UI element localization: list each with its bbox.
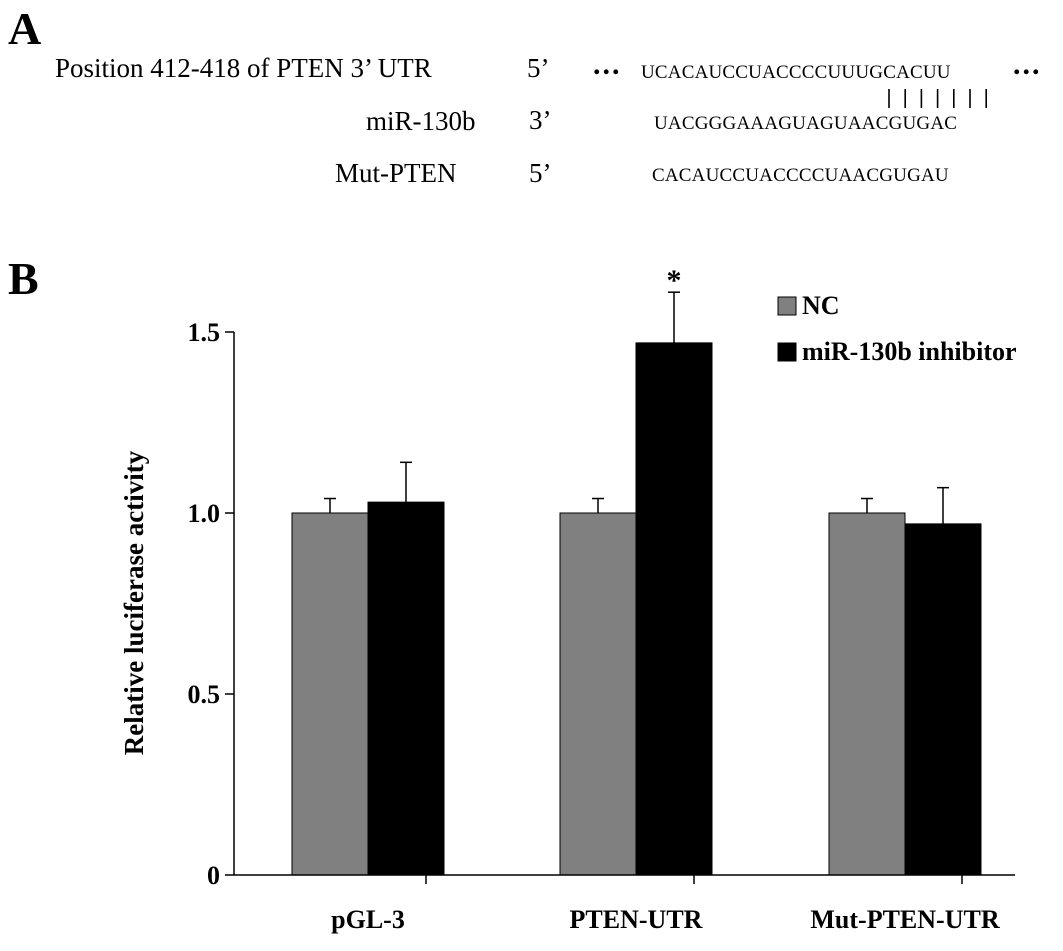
- legend-label: NC: [802, 291, 840, 320]
- x-tick-label: Mut-PTEN-UTR: [810, 905, 999, 934]
- bar-mut-pten-utr-nc: [828, 512, 906, 876]
- base-pairing-marks: [888, 89, 987, 108]
- mut-pten-prime: 5’: [529, 158, 552, 188]
- significance-marker: *: [667, 264, 682, 297]
- y-tick-label: 1.0: [188, 499, 221, 528]
- y-axis-label: Relative luciferase activity: [119, 450, 149, 755]
- bar-pgl-3-nc: [291, 512, 369, 876]
- x-tick-label: PTEN-UTR: [570, 905, 703, 934]
- y-tick-label: 1.5: [188, 318, 221, 347]
- panel-b-label: B: [8, 253, 39, 304]
- panel-a-label: A: [8, 3, 42, 54]
- bar-pten-utr-nc: [559, 512, 637, 876]
- pten-utr-prime: 5’: [527, 53, 550, 83]
- bar-pgl-3-mir-130b-inhibitor: [367, 501, 445, 876]
- mir-130b-sequence: UACGGGAAAGUAGUAACGUGAC: [654, 113, 958, 134]
- y-tick-label: 0.5: [188, 680, 221, 709]
- x-tick-label: pGL-3: [331, 905, 405, 934]
- legend-label: miR-130b inhibitor: [802, 337, 1017, 366]
- pten-utr-dots-left: ...: [593, 48, 622, 81]
- bar-mut-pten-utr-mir-130b-inhibitor: [904, 523, 982, 876]
- y-tick-label: 0: [207, 861, 220, 890]
- legend-swatch: [777, 296, 797, 316]
- legend-swatch: [777, 342, 797, 362]
- pten-utr-row-label: Position 412-418 of PTEN 3’ UTR: [55, 53, 432, 83]
- mut-pten-sequence: CACAUCCUACCCCUAACGUGAU: [652, 165, 949, 186]
- mir-130b-prime: 3’: [529, 105, 552, 135]
- bar-pten-utr-mir-130b-inhibitor: [635, 342, 713, 876]
- mut-pten-row-label: Mut-PTEN: [335, 158, 457, 188]
- pten-utr-dots-right: ...: [1013, 48, 1042, 81]
- pten-utr-sequence: UCACAUCCUACCCCUUUGCACUU: [641, 62, 951, 83]
- mir-130b-row-label: miR-130b: [366, 106, 476, 136]
